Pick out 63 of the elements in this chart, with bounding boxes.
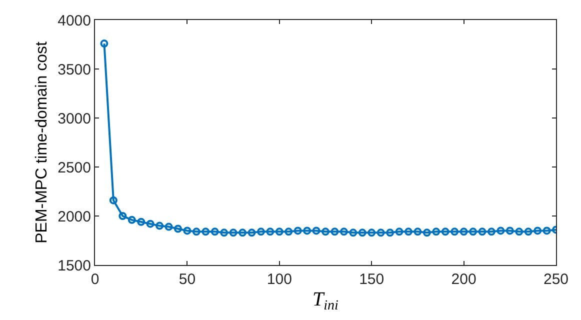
x-tick-label: 250 bbox=[543, 271, 569, 288]
point bbox=[192, 228, 200, 236]
point bbox=[100, 40, 108, 48]
point bbox=[284, 228, 293, 236]
x-axis-title: T$_{ini}$ bbox=[312, 288, 339, 314]
x-tick-label: 200 bbox=[451, 271, 476, 288]
y-tick-label: 4000 bbox=[58, 12, 91, 30]
point bbox=[229, 228, 238, 237]
point bbox=[524, 228, 532, 236]
point bbox=[312, 226, 320, 235]
point bbox=[238, 228, 247, 237]
point bbox=[137, 218, 146, 226]
point bbox=[128, 216, 136, 224]
x-tick-label: 50 bbox=[178, 271, 196, 288]
point bbox=[322, 228, 330, 236]
y-tick-label: 3500 bbox=[58, 61, 91, 78]
point bbox=[340, 228, 348, 236]
x-tick-label: 0 bbox=[90, 271, 100, 288]
point bbox=[460, 228, 468, 236]
y-axis-title: PEM-MPC time-domain cost bbox=[34, 41, 51, 244]
point bbox=[515, 228, 524, 236]
y-tick-label: 1500 bbox=[58, 257, 91, 274]
y-tick-label: 2000 bbox=[58, 208, 91, 226]
point bbox=[386, 228, 394, 237]
x-tick-label: 100 bbox=[266, 271, 292, 288]
point bbox=[496, 226, 505, 235]
point bbox=[534, 226, 542, 235]
point bbox=[330, 228, 339, 236]
point bbox=[294, 226, 302, 235]
point bbox=[376, 228, 385, 237]
point bbox=[358, 228, 366, 237]
point bbox=[256, 228, 265, 236]
point bbox=[395, 228, 404, 236]
point bbox=[164, 222, 173, 231]
point bbox=[542, 226, 551, 235]
point bbox=[275, 228, 284, 236]
point bbox=[469, 228, 478, 236]
point bbox=[118, 212, 127, 220]
point bbox=[368, 228, 376, 237]
point bbox=[422, 228, 431, 237]
point bbox=[156, 222, 164, 230]
point bbox=[202, 228, 210, 236]
point bbox=[266, 228, 274, 236]
y-tick-label: 3000 bbox=[58, 110, 91, 128]
point bbox=[414, 228, 422, 236]
point bbox=[109, 196, 118, 204]
point bbox=[210, 228, 219, 236]
point bbox=[487, 228, 496, 236]
y-tick-label: 2500 bbox=[58, 159, 91, 176]
point bbox=[478, 228, 486, 236]
point bbox=[450, 228, 459, 236]
point bbox=[183, 226, 192, 235]
point bbox=[248, 228, 256, 237]
x-tick-label: 150 bbox=[359, 271, 384, 288]
point bbox=[220, 228, 228, 237]
point bbox=[404, 228, 412, 236]
point bbox=[506, 226, 514, 235]
point bbox=[441, 228, 450, 236]
point bbox=[174, 224, 182, 233]
point bbox=[432, 228, 440, 236]
point bbox=[146, 220, 154, 228]
point bbox=[349, 228, 358, 237]
point bbox=[303, 226, 312, 235]
